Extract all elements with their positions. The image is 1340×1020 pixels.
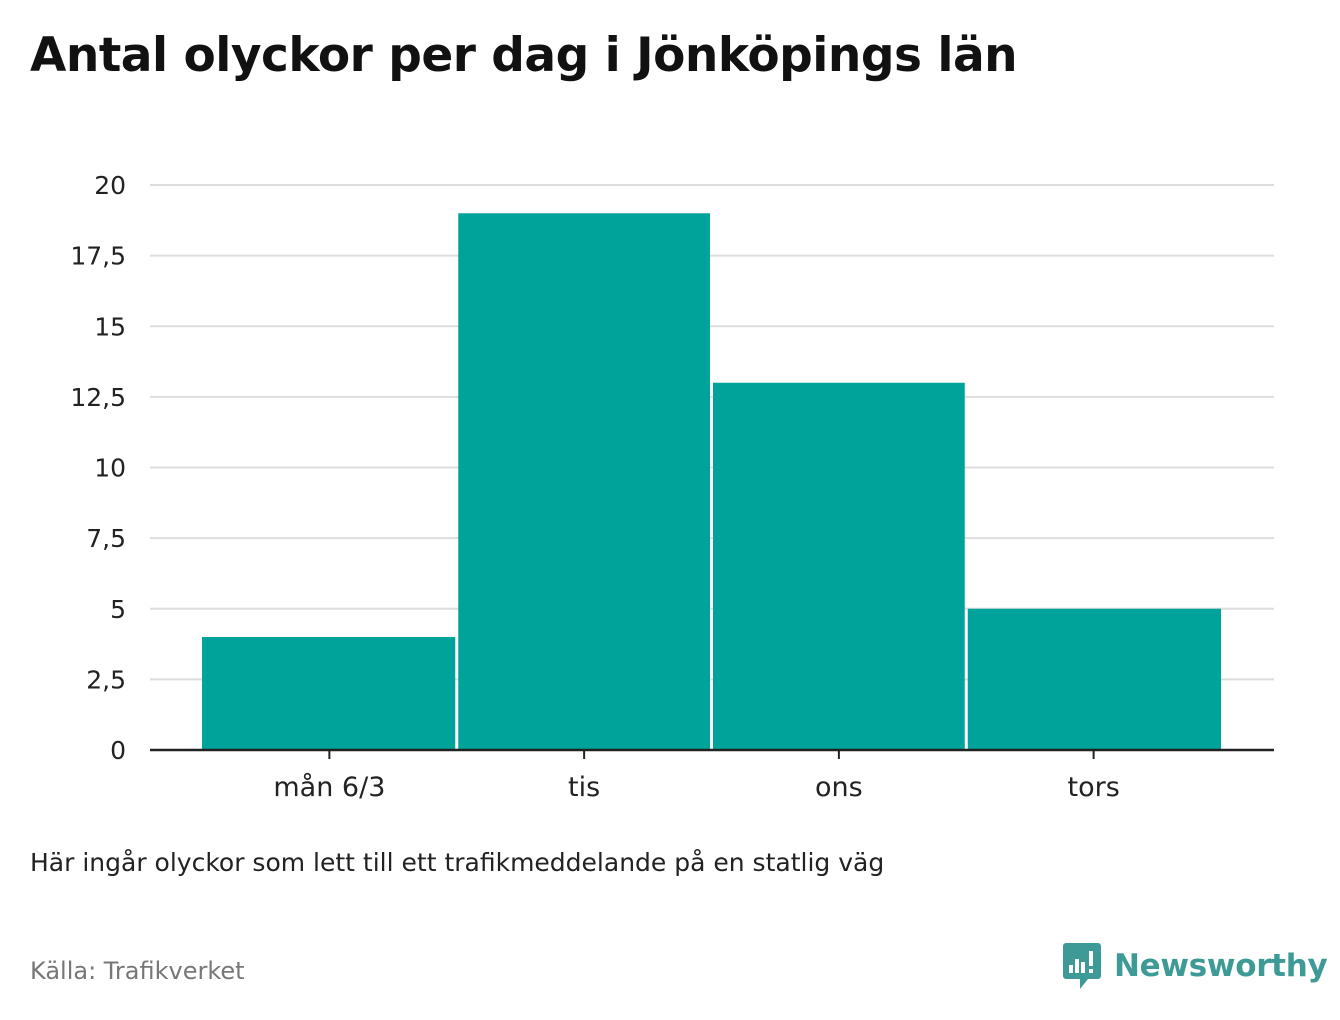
- x-tick-label: tors: [1067, 772, 1119, 803]
- brand-name: Newsworthy: [1114, 948, 1328, 984]
- y-axis-ticks: 0 2,5 5 7,5 10 12,5 15 17,5 20: [70, 171, 126, 765]
- bar: [713, 382, 965, 750]
- y-tick-label: 10: [94, 454, 126, 483]
- x-tick-label: ons: [815, 772, 863, 803]
- bar: [967, 608, 1221, 750]
- y-tick-label: 15: [94, 312, 126, 341]
- y-tick-label: 0: [110, 736, 126, 765]
- x-tick-label: mån 6/3: [273, 772, 385, 803]
- y-tick-label: 20: [94, 171, 126, 200]
- x-axis-ticks: mån 6/3 tis ons tors: [273, 750, 1120, 803]
- y-tick-label: 2,5: [86, 665, 126, 694]
- bars: [202, 213, 1221, 750]
- bar: [458, 213, 710, 750]
- y-tick-label: 7,5: [86, 524, 126, 553]
- y-tick-label: 17,5: [70, 242, 126, 271]
- bar-chart: 0 2,5 5 7,5 10 12,5 15 17,5 20 mån 6/3 tis ons tors: [70, 171, 1274, 803]
- y-tick-label: 5: [110, 595, 126, 624]
- y-tick-label: 12,5: [70, 383, 126, 412]
- newsworthy-logo-icon: [1063, 943, 1101, 989]
- bar: [202, 637, 456, 750]
- gridlines: [150, 184, 1274, 681]
- chart-title: Antal olyckor per dag i Jönköpings län: [30, 28, 1018, 83]
- x-tick-label: tis: [568, 772, 600, 803]
- chart-note: Här ingår olyckor som lett till ett traf…: [30, 848, 885, 877]
- source-label: Källa: Trafikverket: [30, 957, 245, 985]
- newsworthy-brand: Newsworthy: [1062, 940, 1328, 992]
